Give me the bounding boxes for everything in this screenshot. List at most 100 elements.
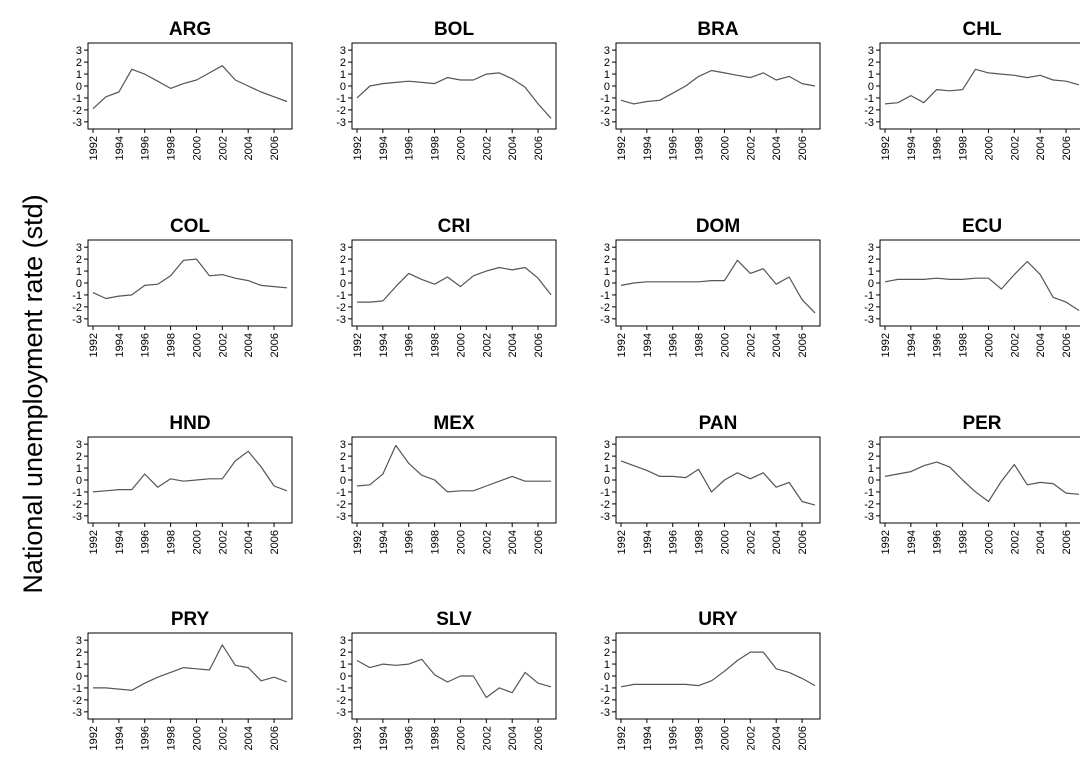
y-tick-label: -1 bbox=[336, 93, 346, 105]
x-tick-label: 2004 bbox=[771, 136, 783, 160]
x-tick-label: 1994 bbox=[114, 726, 126, 750]
y-tick-label: -3 bbox=[600, 511, 610, 523]
x-tick-label: 1996 bbox=[404, 136, 416, 160]
y-tick-label: -1 bbox=[72, 683, 82, 695]
plot-frame-mex bbox=[351, 436, 557, 524]
x-tick-label: 1992 bbox=[880, 333, 892, 357]
y-tick-label: 0 bbox=[604, 671, 610, 683]
x-tick-label: 1998 bbox=[694, 530, 706, 554]
x-tick-label: 2006 bbox=[269, 726, 281, 750]
y-tick-label: -3 bbox=[600, 314, 610, 326]
x-tick-label: 2006 bbox=[533, 136, 545, 160]
y-tick-label: 1 bbox=[340, 69, 346, 81]
y-tick-label: 2 bbox=[340, 57, 346, 69]
y-tick-label: 2 bbox=[76, 254, 82, 266]
x-tick-label: 1998 bbox=[958, 136, 970, 160]
x-tick-label: 1996 bbox=[668, 530, 680, 554]
y-tick-label: -3 bbox=[72, 117, 82, 129]
x-tick-label: 1998 bbox=[166, 726, 178, 750]
panel-title-arg: ARG bbox=[169, 19, 211, 40]
x-tick-label: 2006 bbox=[269, 530, 281, 554]
x-tick-label: 1998 bbox=[166, 136, 178, 160]
x-tick-label: 1994 bbox=[378, 333, 390, 357]
x-tick-label: 2004 bbox=[1035, 333, 1047, 357]
plot-frame-ecu bbox=[879, 239, 1080, 327]
y-tick-label: 2 bbox=[868, 451, 874, 463]
x-tick-label: 2002 bbox=[745, 136, 757, 160]
x-tick-label: 1994 bbox=[378, 530, 390, 554]
plot-frame-bol bbox=[351, 42, 557, 130]
y-tick-label: -1 bbox=[600, 93, 610, 105]
x-tick-label: 2004 bbox=[243, 530, 255, 554]
y-tick-label: 1 bbox=[868, 69, 874, 81]
y-tick-label: 0 bbox=[868, 81, 874, 93]
x-tick-label: 1994 bbox=[906, 333, 918, 357]
y-tick-label: 1 bbox=[340, 463, 346, 475]
y-tick-label: 2 bbox=[604, 254, 610, 266]
y-tick-label: 1 bbox=[340, 659, 346, 671]
x-tick-label: 2006 bbox=[533, 333, 545, 357]
y-tick-label: -3 bbox=[864, 314, 874, 326]
y-tick-label: 3 bbox=[340, 45, 346, 57]
y-tick-label: 3 bbox=[868, 439, 874, 451]
panel-title-pry: PRY bbox=[171, 609, 210, 630]
x-tick-label: 1998 bbox=[166, 333, 178, 357]
x-tick-label: 2006 bbox=[269, 136, 281, 160]
y-tick-label: 3 bbox=[604, 439, 610, 451]
series-line-per bbox=[884, 461, 1080, 503]
x-tick-label: 2006 bbox=[1061, 530, 1073, 554]
y-tick-label: 3 bbox=[604, 242, 610, 254]
y-tick-label: 3 bbox=[340, 242, 346, 254]
y-tick-label: 2 bbox=[604, 57, 610, 69]
y-tick-label: 3 bbox=[76, 242, 82, 254]
x-tick-label: 2002 bbox=[745, 726, 757, 750]
x-tick-label: 2004 bbox=[507, 726, 519, 750]
series-line-bol bbox=[356, 72, 552, 119]
y-tick-label: 2 bbox=[76, 57, 82, 69]
x-tick-label: 1996 bbox=[668, 333, 680, 357]
x-tick-label: 1998 bbox=[694, 136, 706, 160]
x-tick-label: 1992 bbox=[88, 726, 100, 750]
y-tick-label: -1 bbox=[600, 487, 610, 499]
x-tick-label: 1992 bbox=[88, 333, 100, 357]
plot-frame-arg bbox=[87, 42, 293, 130]
y-tick-label: -2 bbox=[72, 302, 82, 314]
x-tick-label: 1994 bbox=[642, 136, 654, 160]
x-tick-label: 2000 bbox=[191, 333, 203, 357]
y-tick-label: 1 bbox=[604, 69, 610, 81]
x-tick-label: 2000 bbox=[455, 136, 467, 160]
y-tick-label: -1 bbox=[600, 290, 610, 302]
y-tick-label: -3 bbox=[600, 707, 610, 719]
y-tick-label: -1 bbox=[336, 683, 346, 695]
plot-frame-slv bbox=[351, 632, 557, 720]
y-tick-label: -3 bbox=[864, 511, 874, 523]
plot-frame-col bbox=[87, 239, 293, 327]
x-tick-label: 2002 bbox=[481, 530, 493, 554]
x-tick-label: 2002 bbox=[217, 136, 229, 160]
y-tick-label: -1 bbox=[336, 487, 346, 499]
panel-title-ecu: ECU bbox=[962, 216, 1002, 237]
x-tick-label: 2006 bbox=[533, 530, 545, 554]
y-tick-label: -3 bbox=[72, 314, 82, 326]
x-tick-label: 1996 bbox=[932, 333, 944, 357]
x-tick-label: 1992 bbox=[616, 136, 628, 160]
y-tick-label: 2 bbox=[76, 647, 82, 659]
x-tick-label: 1994 bbox=[906, 530, 918, 554]
y-tick-label: -1 bbox=[336, 290, 346, 302]
y-tick-label: -2 bbox=[864, 105, 874, 117]
y-tick-label: 2 bbox=[340, 647, 346, 659]
y-tick-label: 1 bbox=[868, 266, 874, 278]
x-tick-label: 1994 bbox=[378, 136, 390, 160]
x-tick-label: 1996 bbox=[668, 136, 680, 160]
panel-title-hnd: HND bbox=[169, 413, 210, 434]
x-tick-label: 2006 bbox=[269, 333, 281, 357]
y-tick-label: -3 bbox=[600, 117, 610, 129]
x-tick-label: 1994 bbox=[642, 726, 654, 750]
